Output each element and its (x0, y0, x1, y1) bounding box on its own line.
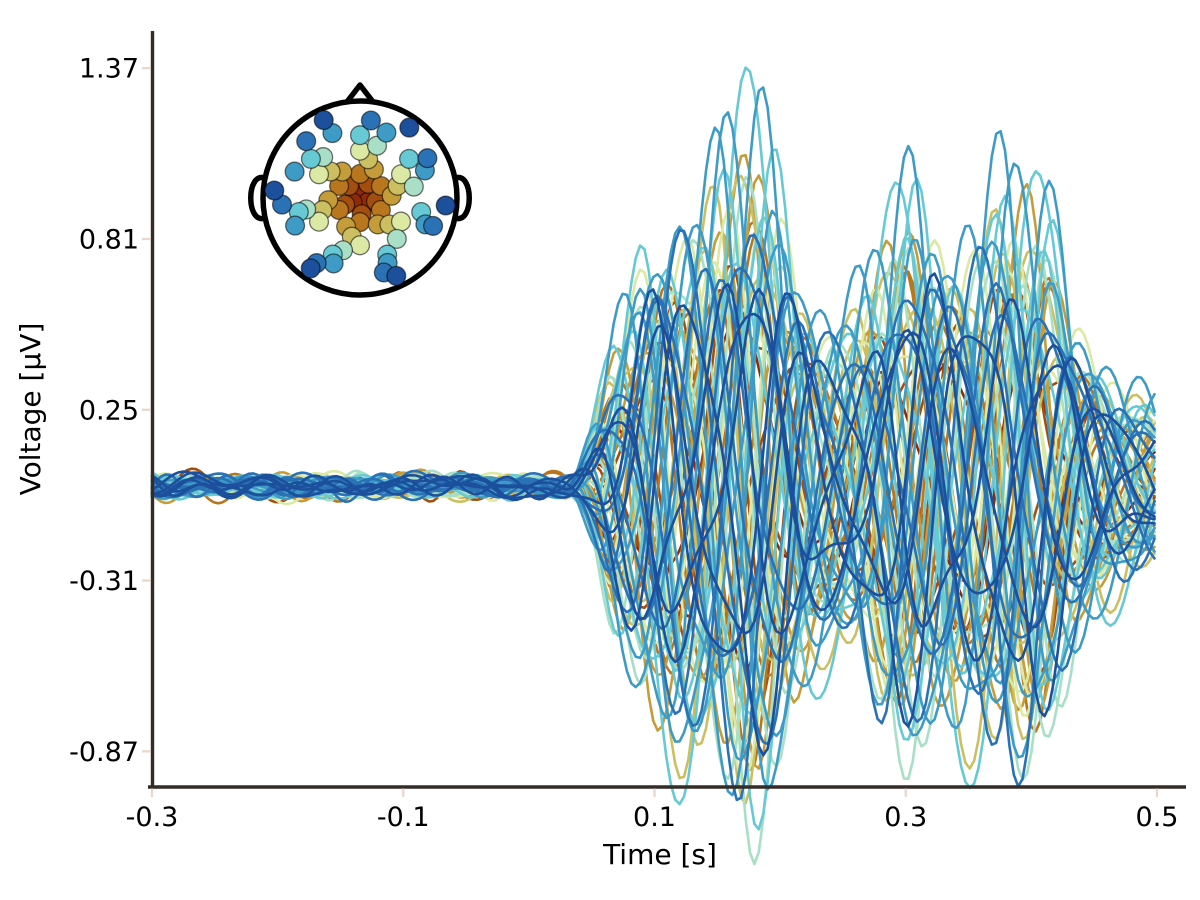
sensor-dot (360, 110, 381, 131)
eeg-channel-trace (150, 272, 1156, 662)
x-tick-label: 0.5 (1136, 802, 1179, 833)
x-axis-label: Time [s] (602, 838, 717, 871)
sensor-dot (399, 148, 420, 169)
sensor-dot (300, 148, 321, 169)
y-tick-label: 0.81 (79, 224, 139, 255)
y-tick-label: 0.25 (79, 395, 139, 426)
x-tick-label: 0.1 (633, 802, 676, 833)
sensor-dot (399, 117, 420, 138)
y-axis-label: Voltage [µV] (14, 323, 47, 496)
sensor-dot (308, 211, 330, 232)
y-tick-label: -0.87 (69, 737, 139, 768)
axes: -0.3 -0.1 0.1 0.3 0.5 1.37 0.81 0.25 -0.31 -0.87… (14, 31, 1186, 871)
sensor-dot (423, 215, 444, 236)
sensor-dot (313, 110, 334, 131)
sensor-dot (264, 180, 285, 201)
x-tick-label: 0.3 (884, 802, 927, 833)
sensor-dot (386, 228, 407, 249)
sensor-dot (390, 164, 412, 185)
sensor-dot (323, 253, 344, 274)
eeg-channel-trace (150, 312, 1156, 664)
x-tick-group: -0.3 -0.1 0.1 0.3 0.5 (126, 788, 1179, 833)
sensor-dot (285, 215, 306, 236)
sensor-dot (386, 265, 407, 286)
sensor-dot (349, 235, 371, 256)
eeg-channel-trace (150, 304, 1156, 757)
sensor-dot (296, 131, 317, 152)
x-tick-label: -0.1 (377, 802, 430, 833)
sensor-dot (300, 258, 321, 279)
head-topomap-inset (248, 82, 472, 298)
y-tick-label: -0.31 (69, 566, 139, 597)
sensor-dot (435, 195, 456, 216)
y-tick-label: 1.37 (79, 54, 139, 85)
sensor-dot (376, 122, 397, 143)
y-tick-group: 1.37 0.81 0.25 -0.31 -0.87 (69, 54, 151, 768)
eeg-channel-trace (150, 324, 1156, 635)
sensor-dot (390, 211, 412, 232)
sensor-dot (284, 161, 305, 182)
waveform-traces (150, 66, 1156, 866)
sensor-dot (349, 125, 371, 146)
sensor-dot (417, 148, 438, 169)
x-tick-label: -0.3 (126, 802, 179, 833)
eeg-channel-trace (150, 288, 1156, 802)
sensor-dot (403, 176, 424, 197)
